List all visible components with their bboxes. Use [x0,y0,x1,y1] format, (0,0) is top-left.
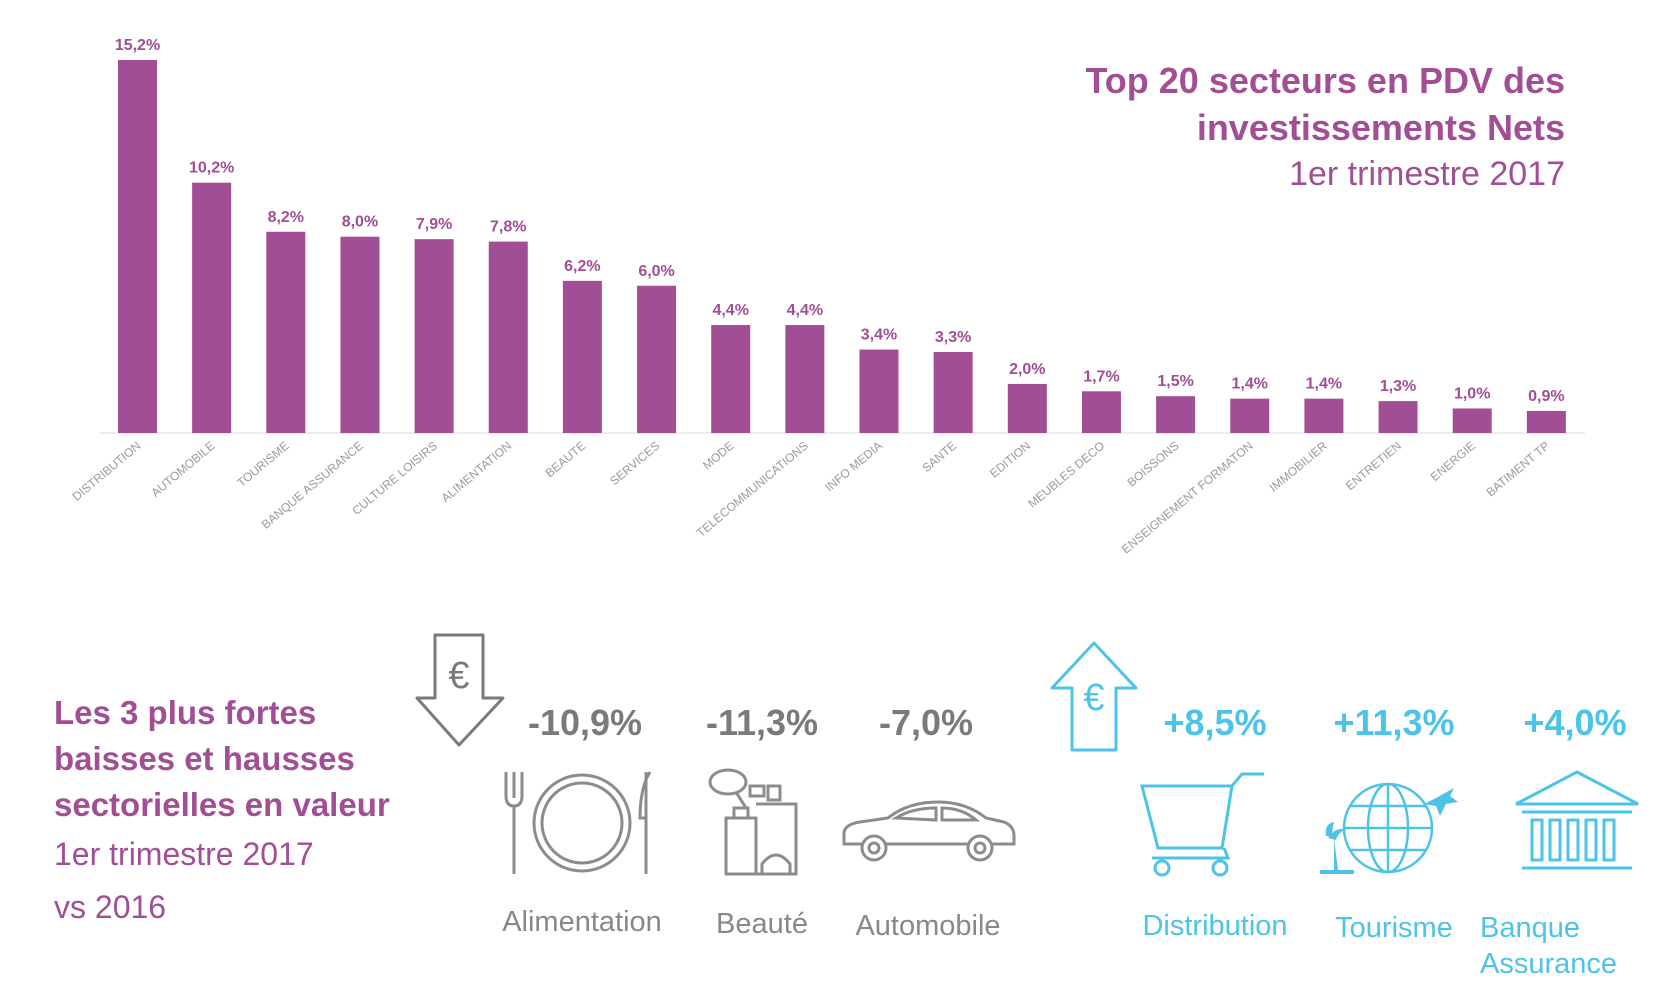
bar-16 [1304,398,1344,433]
bar-value-label-11: 3,3% [935,329,971,346]
increase-value-distribution: +8,5% [1163,702,1267,743]
bar-value-label-5: 7,8% [490,219,526,236]
bar-value-label-2: 8,2% [268,209,304,226]
bar-value-label-4: 7,9% [416,216,452,233]
summary-bold-1: Les 3 plus fortes [54,694,317,731]
bar-1 [192,182,232,433]
category-label-15: ENSEIGNEMENT FORMATON [1119,439,1256,557]
category-label-13: MEUBLES DECO [1025,439,1107,511]
bar-value-label-6: 6,2% [564,258,600,275]
bar-chart: 15,2% DISTRIBUTION 10,2% AUTOMOBILE 8,2% TOUR… [70,37,1585,557]
category-label-1: AUTOMOBILE [148,439,217,500]
category-label-16: IMMOBILIER [1267,438,1330,494]
bar-value-label-3: 8,0% [342,214,378,231]
summary-bold-3: sectorielles en valeur [54,786,390,823]
category-label-17: ENTRETIEN [1343,439,1404,493]
bar-value-label-17: 1,3% [1380,378,1416,395]
bar-value-label-18: 1,0% [1454,385,1490,402]
category-label-18: ENERGIE [1428,439,1478,484]
bar-10 [859,349,899,433]
increase-value-tourisme: +11,3% [1333,702,1455,743]
label-alimentation: Alimentation [502,906,662,938]
label-banque: Banque Assurance [1480,910,1660,982]
down-arrow-euro-icon: € [415,633,505,747]
bar-value-label-9: 4,4% [787,302,823,319]
bar-value-label-1: 10,2% [189,160,234,177]
bar-19 [1526,410,1566,433]
label-tourisme: Tourisme [1335,912,1453,944]
label-beaute: Beauté [716,908,808,940]
category-label-5: ALIMENTATION [439,439,515,506]
category-label-7: SERVICES [607,439,662,489]
bank-building-icon [1515,770,1639,870]
category-label-8: MODE [700,439,737,473]
globe-plane-icon [1320,782,1458,874]
bar-11 [933,352,973,433]
category-label-6: BEAUTE [543,439,589,481]
chart-subtitle: 1er trimestre 2017 [1289,154,1565,193]
increase-value-banque: +4,0% [1523,702,1627,743]
category-label-12: EDITION [987,439,1033,481]
perfume-bottles-icon [708,768,798,876]
shopping-cart-icon [1140,772,1264,877]
label-automobile: Automobile [855,910,1001,942]
summary-light-1: 1er trimestre 2017 [54,836,314,872]
bar-3 [340,236,380,433]
bar-13 [1081,391,1121,433]
bar-6 [562,280,602,433]
bar-5 [488,241,528,433]
category-label-0: DISTRIBUTION [70,439,144,504]
bar-15 [1230,398,1270,433]
summary-bold-2: baisses et hausses [54,740,355,777]
decrease-value-alimentation: -10,9% [527,702,643,743]
label-distribution: Distribution [1142,910,1288,942]
bar-8 [711,325,751,433]
bar-18 [1452,408,1492,433]
down-arrow-symbol: € [448,655,469,697]
bar-7 [637,285,677,433]
category-label-11: SANTE [919,439,959,475]
bar-value-label-14: 1,5% [1157,373,1193,390]
bar-value-label-10: 3,4% [861,327,897,344]
category-label-2: TOURISME [234,439,291,490]
category-label-10: INFO MEDIA [822,439,885,495]
bar-4 [414,239,454,433]
bar-2 [266,231,306,433]
category-label-19: BATIMENT TP [1484,439,1553,500]
bar-14 [1156,396,1196,433]
bar-17 [1378,401,1418,433]
up-arrow-euro-icon: € [1050,641,1138,752]
bar-value-label-7: 6,0% [638,263,674,280]
bar-9 [785,325,825,433]
bar-value-label-15: 1,4% [1232,376,1268,393]
summary-light-2: vs 2016 [54,889,167,925]
bar-value-label-12: 2,0% [1009,361,1045,378]
label-banque-line2: Assurance [1480,948,1618,980]
bar-0 [118,60,157,433]
plate-cutlery-icon [504,771,652,874]
chart-title: Top 20 secteurs en PDV des investissemen… [1085,58,1565,196]
bar-value-label-13: 1,7% [1083,368,1119,385]
chart-title-line2: investissements Nets [1196,106,1565,148]
category-label-14: BOISSONS [1125,439,1182,490]
summary-text: Les 3 plus fortes baisses et hausses sec… [54,690,390,934]
bar-value-label-0: 15,2% [115,37,160,54]
bar-value-label-16: 1,4% [1306,376,1342,393]
up-arrow-symbol: € [1083,677,1104,719]
bar-value-label-8: 4,4% [712,302,748,319]
bar-value-label-19: 0,9% [1528,388,1564,405]
decrease-value-automobile: -7,0% [878,702,974,743]
car-icon [842,800,1016,862]
decrease-value-beaute: -11,3% [705,702,819,743]
chart-title-line1: Top 20 secteurs en PDV des [1085,60,1565,101]
label-banque-line1: Banque [1480,912,1580,944]
bar-12 [1007,383,1047,433]
